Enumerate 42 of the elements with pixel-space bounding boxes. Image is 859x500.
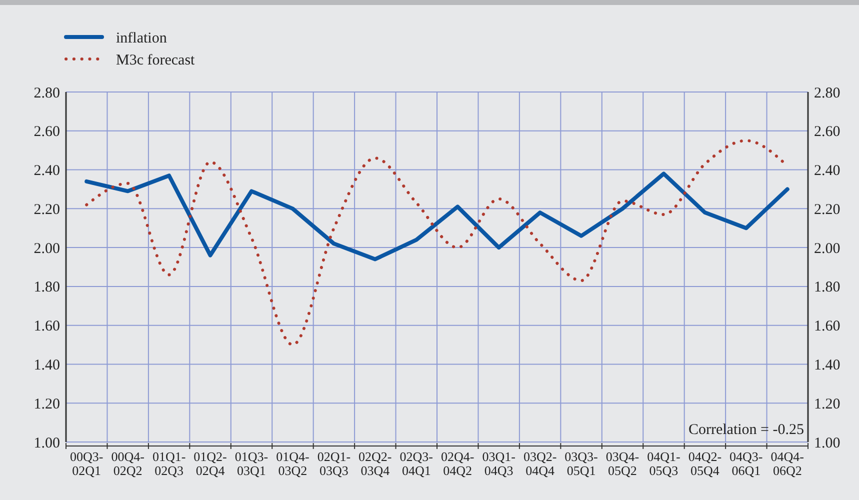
y-tick-label: 1.20 <box>34 396 60 412</box>
y-tick-label: 2.80 <box>34 85 60 102</box>
y-tick-label: 1.40 <box>34 357 60 374</box>
x-tick-label: 02Q1-03Q3 <box>317 449 351 478</box>
legend-label: inflation <box>116 30 168 46</box>
y2-tick-label: 2.60 <box>814 124 840 140</box>
y2-tick-label: 1.60 <box>814 318 840 335</box>
x-tick-label: 04Q3-06Q1 <box>730 449 763 478</box>
y2-tick-label: 1.40 <box>814 357 840 374</box>
y2-tick-label: 2.40 <box>814 163 840 180</box>
x-tick-label: 03Q1-04Q3 <box>482 449 516 478</box>
x-tick-label: 01Q2-02Q4 <box>194 449 227 478</box>
y2-tick-label: 1.00 <box>814 435 840 452</box>
x-tick-label: 02Q2-03Q4 <box>358 449 392 478</box>
y2-tick-label: 1.20 <box>814 396 840 412</box>
y-tick-label: 1.60 <box>34 318 60 335</box>
x-tick-label: 03Q3-05Q1 <box>564 449 598 478</box>
annotation: Correlation = -0.25 <box>688 422 804 438</box>
y-tick-label: 2.00 <box>34 240 60 257</box>
y-tick-label: 2.40 <box>34 163 60 180</box>
x-tick-label: 01Q3-03Q1 <box>234 449 268 478</box>
y-tick-label: 2.20 <box>34 202 60 218</box>
x-tick-label: 00Q3-02Q1 <box>70 449 104 478</box>
x-tick-label: 01Q4-03Q2 <box>276 449 310 478</box>
x-tick-label: 02Q3-04Q1 <box>400 449 433 478</box>
x-tick-label: 03Q4-05Q2 <box>606 449 640 478</box>
y-tick-label: 1.80 <box>34 280 60 296</box>
x-tick-label: 02Q4-04Q2 <box>441 449 474 478</box>
y-tick-label: 1.00 <box>34 435 60 452</box>
x-tick-label: 04Q4-06Q2 <box>770 449 804 478</box>
y-tick-label: 2.60 <box>34 124 60 140</box>
y2-tick-label: 1.80 <box>814 280 840 296</box>
y2-tick-label: 2.20 <box>814 202 840 218</box>
x-tick-label: 03Q2-04Q4 <box>523 449 557 478</box>
x-tick-label: 01Q1-02Q3 <box>152 449 186 478</box>
x-tick-label: 04Q2-05Q4 <box>688 449 722 478</box>
x-tick-label: 04Q1-05Q3 <box>647 449 680 478</box>
y2-tick-label: 2.80 <box>814 85 840 102</box>
y2-tick-label: 2.00 <box>814 240 840 257</box>
x-tick-label: 00Q4-02Q2 <box>111 449 144 478</box>
legend-label: M3c forecast <box>116 52 196 68</box>
line-series <box>84 172 790 262</box>
